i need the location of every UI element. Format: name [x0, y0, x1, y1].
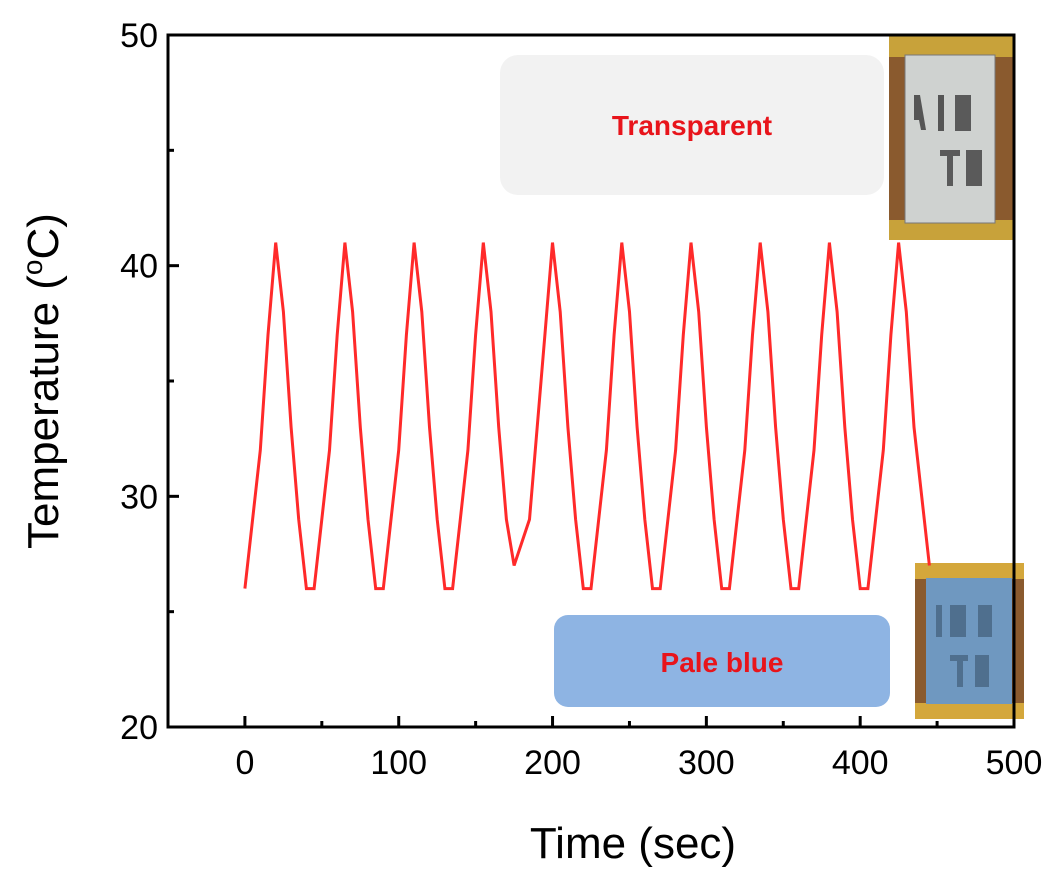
x-axis-ticks: 0 100 200 300 400 500 — [166, 716, 1043, 782]
annotation-transparent-box — [500, 55, 884, 195]
y-tick-label: 20 — [120, 709, 158, 747]
annotation-pale-blue-label: Pale blue — [661, 647, 784, 678]
annotation-pale-blue-box — [554, 615, 890, 707]
annotation-transparent: Transparent — [500, 55, 884, 195]
y-tick-label: 50 — [120, 17, 158, 55]
y-axis-title-degree: o — [17, 259, 48, 275]
y-axis-title-main: Temperature ( — [19, 275, 68, 549]
annotation-pale-blue: Pale blue — [554, 615, 890, 707]
y-axis-title: Temperature (oC) — [17, 213, 68, 549]
x-tick-label: 300 — [678, 744, 735, 782]
x-tick-label: 100 — [370, 744, 427, 782]
x-tick-label: 500 — [986, 744, 1043, 782]
x-tick-label: 200 — [524, 744, 581, 782]
annotation-transparent-label: Transparent — [612, 110, 772, 141]
photo-pale-blue-film — [915, 563, 1024, 719]
y-axis-ticks: 20 30 40 50 — [120, 17, 179, 747]
x-tick-label: 0 — [235, 744, 254, 782]
x-axis-title: Time (sec) — [530, 819, 736, 868]
y-tick-label: 30 — [120, 478, 158, 516]
photo-transparent-film — [889, 35, 1014, 240]
y-axis-title-unit: C) — [19, 213, 68, 259]
y-tick-label: 40 — [120, 248, 158, 286]
x-tick-label: 400 — [832, 744, 889, 782]
series-line-temperature — [243, 242, 931, 591]
